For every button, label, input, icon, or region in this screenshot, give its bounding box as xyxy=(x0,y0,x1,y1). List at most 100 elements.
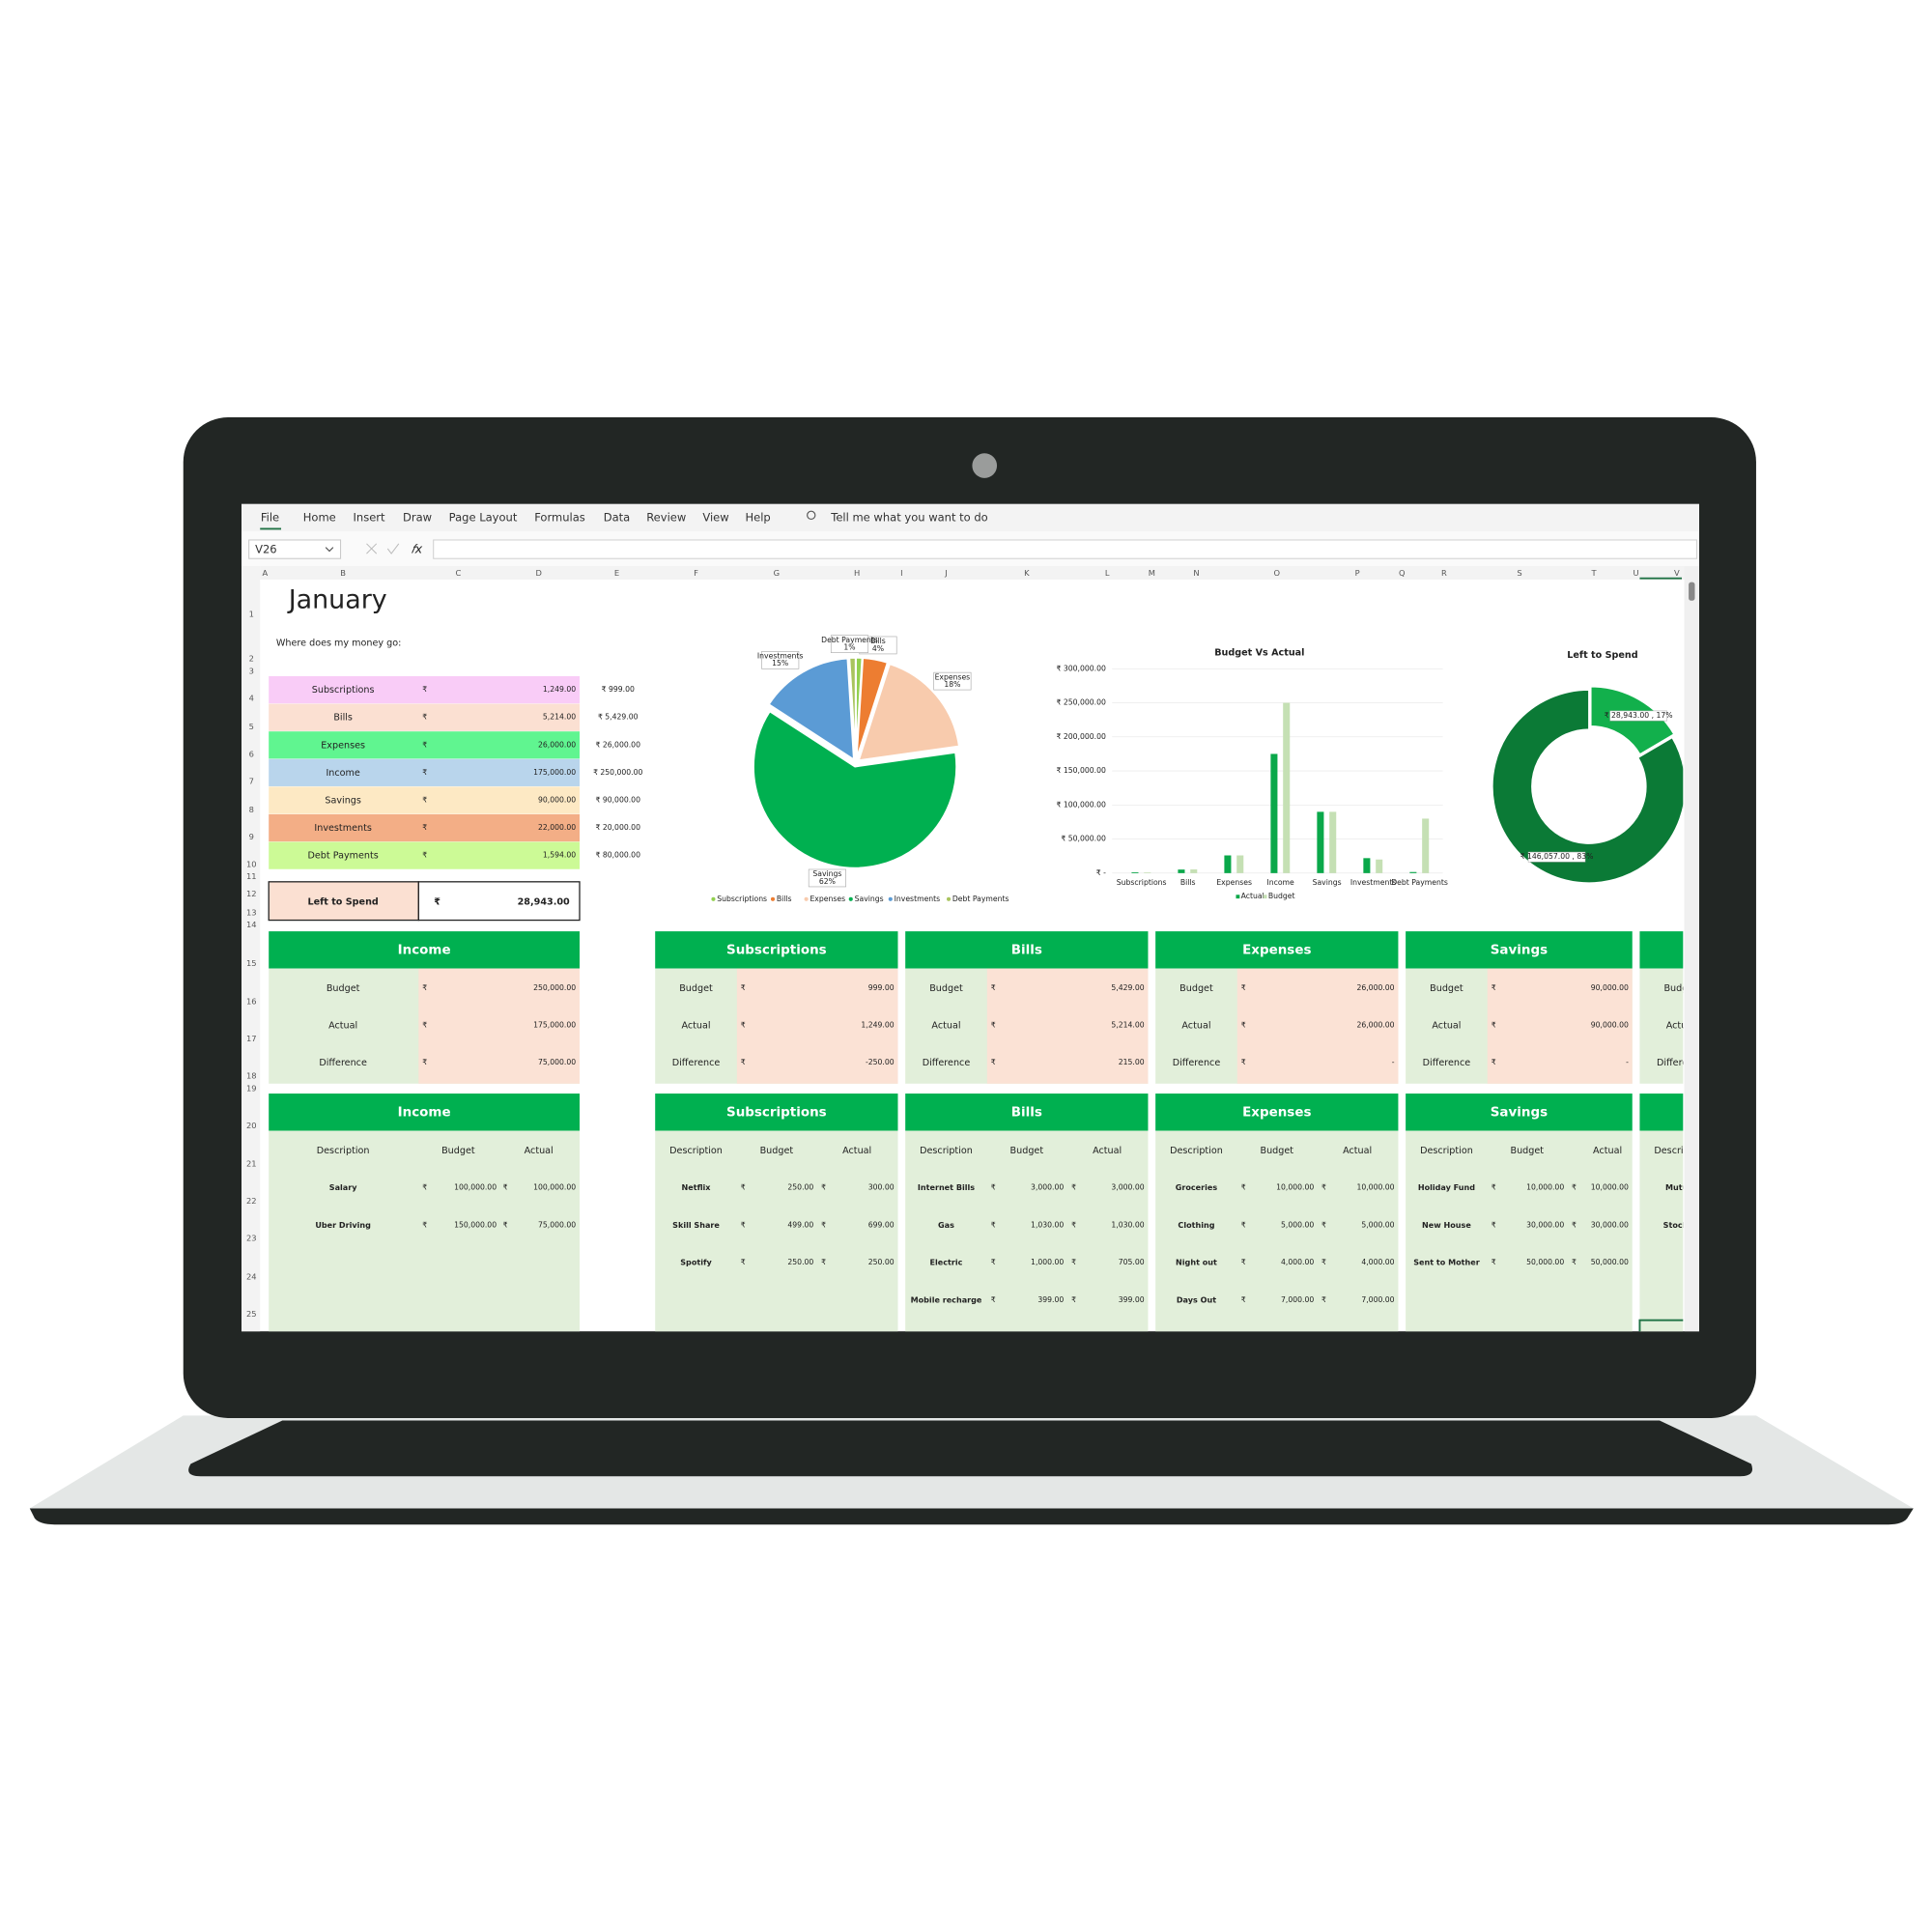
panel-row-label: Budget xyxy=(1179,983,1213,994)
row-header: 17 xyxy=(246,1034,257,1043)
currency: ₹ xyxy=(991,1021,996,1030)
summary-label: Income xyxy=(326,768,359,779)
column-heading: Description xyxy=(1170,1146,1223,1156)
column-heading: Description xyxy=(1654,1146,1707,1156)
panel-row-label: Difference xyxy=(319,1058,367,1068)
currency: ₹ xyxy=(503,1220,508,1229)
row-header: 3 xyxy=(249,666,254,675)
item-description: Clothing xyxy=(1178,1221,1214,1230)
cancel-icon[interactable] xyxy=(366,543,378,554)
column-header: H xyxy=(854,568,860,578)
row-header: 21 xyxy=(246,1159,257,1169)
data-label-name: Investments xyxy=(757,651,804,660)
column-heading: Description xyxy=(669,1146,723,1156)
currency: ₹ xyxy=(1492,983,1496,992)
summary-label: Debt Payments xyxy=(307,851,378,862)
pie-slice xyxy=(857,662,961,762)
column-header: V xyxy=(1674,568,1680,578)
row-header: 14 xyxy=(246,920,257,929)
bar xyxy=(1144,872,1151,873)
summary-budget: ₹ 80,000.00 xyxy=(596,851,641,860)
legend-swatch xyxy=(888,896,893,901)
x-tick-label: Debt Payments xyxy=(1391,878,1448,887)
pie-slice xyxy=(752,709,958,869)
item-budget: 100,000.00 xyxy=(454,1182,497,1191)
y-tick-label: ₹ 150,000.00 xyxy=(1057,766,1106,775)
webcam xyxy=(972,453,998,478)
legend-swatch xyxy=(1263,895,1267,899)
bar xyxy=(1224,855,1232,873)
column-header: Q xyxy=(1399,568,1406,578)
item-actual: 30,000.00 xyxy=(1591,1220,1629,1229)
y-tick-label: ₹ 250,000.00 xyxy=(1057,698,1106,707)
row-header-bar xyxy=(242,565,261,1332)
chart-title: Left to Spend xyxy=(1567,650,1637,661)
panel-header xyxy=(1639,1094,1684,1131)
bar xyxy=(1131,871,1139,873)
legend-label: Actual xyxy=(1241,892,1264,900)
summary-amount: 5,214.00 xyxy=(543,713,576,722)
ribbon xyxy=(242,503,1699,531)
data-label-value: 4% xyxy=(872,644,884,653)
fx-icon[interactable]: 𝑓x xyxy=(412,543,423,557)
panel-title: Expenses xyxy=(1242,1105,1311,1120)
item-budget: 50,000.00 xyxy=(1526,1258,1564,1266)
item-actual: 75,000.00 xyxy=(538,1220,576,1229)
currency: ₹ xyxy=(422,1021,427,1030)
row-header: 15 xyxy=(246,958,257,968)
panel-header xyxy=(269,931,580,969)
item-budget: 399.00 xyxy=(1037,1295,1064,1304)
currency: ₹ xyxy=(1321,1220,1326,1229)
item-actual: 50,000.00 xyxy=(1591,1258,1629,1266)
currency: ₹ xyxy=(1071,1182,1076,1191)
enter-icon[interactable] xyxy=(386,543,400,554)
worksheet: January Where does my money go: Subscrip… xyxy=(268,584,1707,1332)
column-heading: Description xyxy=(1420,1146,1473,1156)
bar xyxy=(1409,871,1417,873)
column-header: T xyxy=(1590,568,1597,578)
dropdown-icon[interactable] xyxy=(325,547,334,553)
summary-row xyxy=(269,731,580,759)
item-actual: 100,000.00 xyxy=(533,1182,576,1191)
panel-row-label: Difference xyxy=(1423,1058,1471,1068)
item-description: Netflix xyxy=(682,1183,712,1192)
scrollbar[interactable] xyxy=(1684,565,1699,1332)
currency: ₹ xyxy=(1241,1258,1246,1266)
data-label-name: Expenses xyxy=(935,672,971,681)
item-description: Internet Bills xyxy=(918,1183,975,1192)
currency: ₹ xyxy=(422,1220,427,1229)
lightbulb-icon[interactable] xyxy=(807,510,816,521)
scroll-thumb[interactable] xyxy=(1689,582,1695,601)
menu-item: Draw xyxy=(403,510,432,524)
panel-row-label: Actual xyxy=(681,1021,710,1032)
currency: ₹ xyxy=(821,1182,826,1191)
currency: ₹ xyxy=(1071,1295,1076,1304)
panel-header xyxy=(269,1094,580,1131)
panel-body xyxy=(655,1130,898,1332)
currency: ₹ xyxy=(422,1058,427,1066)
item-budget: 250.00 xyxy=(787,1182,813,1191)
x-tick-label: Investments xyxy=(1350,878,1397,887)
tell-me-search: Tell me what you want to do xyxy=(830,510,987,524)
currency: ₹ xyxy=(1241,1182,1246,1191)
menu-item: Page Layout xyxy=(449,510,518,524)
item-description: Spotify xyxy=(680,1259,712,1267)
row-header: 18 xyxy=(246,1071,257,1081)
y-tick-label: ₹ 100,000.00 xyxy=(1057,800,1106,809)
data-label-box xyxy=(933,671,972,691)
currency: ₹ xyxy=(1572,1182,1577,1191)
item-actual: 699.00 xyxy=(868,1220,895,1229)
data-label-box xyxy=(761,651,800,669)
summary-budget: ₹ 250,000.00 xyxy=(593,768,642,777)
panel-row-value: 999.00 xyxy=(868,983,895,992)
name-box[interactable] xyxy=(248,539,342,559)
currency: ₹ xyxy=(741,1220,746,1229)
formula-bar[interactable] xyxy=(433,539,1697,559)
row-header: 4 xyxy=(249,694,254,703)
panel-header xyxy=(1155,931,1399,969)
row-header: 25 xyxy=(246,1309,257,1319)
currency: ₹ xyxy=(1241,1058,1246,1066)
panel-title: Subscriptions xyxy=(726,943,827,957)
row-header: 2 xyxy=(249,654,254,664)
panel-row-value: 5,214.00 xyxy=(1111,1021,1144,1030)
